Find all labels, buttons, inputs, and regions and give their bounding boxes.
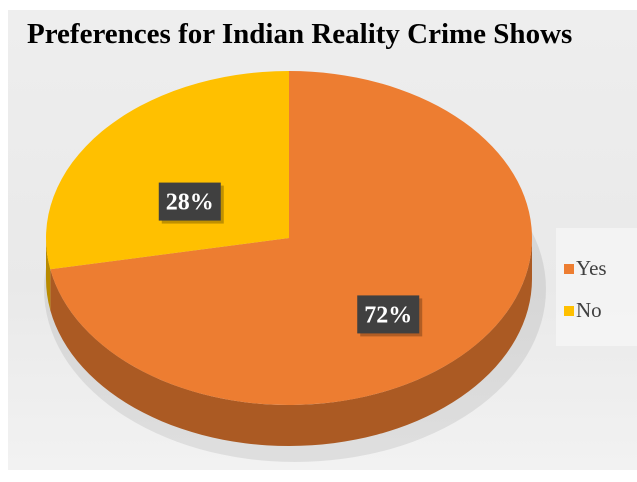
pie-chart: 72% 28% [44, 71, 546, 462]
legend-swatch [564, 305, 574, 316]
data-label-text: 72% [364, 302, 412, 328]
legend-label: Yes [576, 256, 607, 280]
pie-side-no [46, 238, 51, 311]
data-label-text: 28% [166, 190, 214, 216]
legend-item-no: No [564, 298, 602, 323]
data-label-yes: 72% [357, 295, 423, 337]
legend-label: No [576, 298, 602, 322]
legend-item-yes: Yes [564, 256, 607, 281]
legend: Yes No [556, 228, 637, 346]
data-label-box [357, 295, 420, 334]
chart-title: Preferences for Indian Reality Crime Sho… [27, 18, 573, 50]
data-label-box [158, 182, 221, 221]
chart-area: Preferences for Indian Reality Crime Sho… [8, 10, 637, 470]
pie-slice-no [45, 71, 289, 270]
data-label-no: 28% [158, 182, 224, 224]
pie-side-yes [50, 238, 532, 446]
legend-swatch [564, 263, 574, 274]
